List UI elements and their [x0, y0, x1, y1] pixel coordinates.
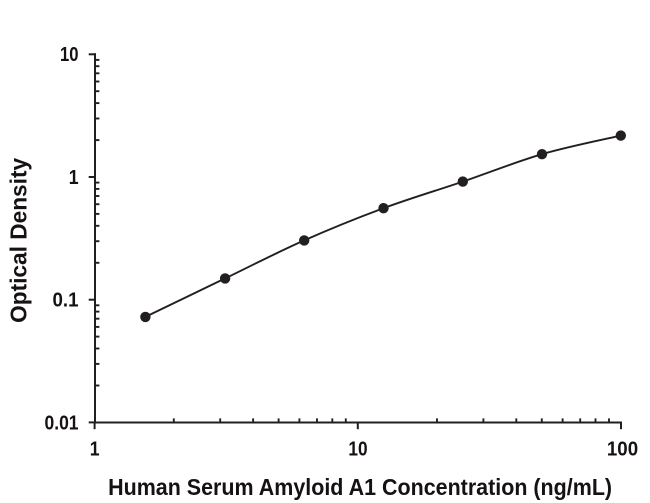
svg-text:1: 1: [90, 439, 100, 461]
svg-text:10: 10: [60, 44, 79, 66]
svg-text:100: 100: [607, 439, 638, 461]
svg-text:Human Serum Amyloid A1 Concent: Human Serum Amyloid A1 Concentration (ng…: [108, 474, 612, 500]
svg-text:1: 1: [69, 167, 79, 189]
svg-text:10: 10: [348, 439, 367, 461]
svg-text:Optical Density: Optical Density: [5, 158, 31, 323]
svg-text:0.1: 0.1: [53, 290, 79, 312]
svg-text:0.01: 0.01: [45, 412, 79, 434]
